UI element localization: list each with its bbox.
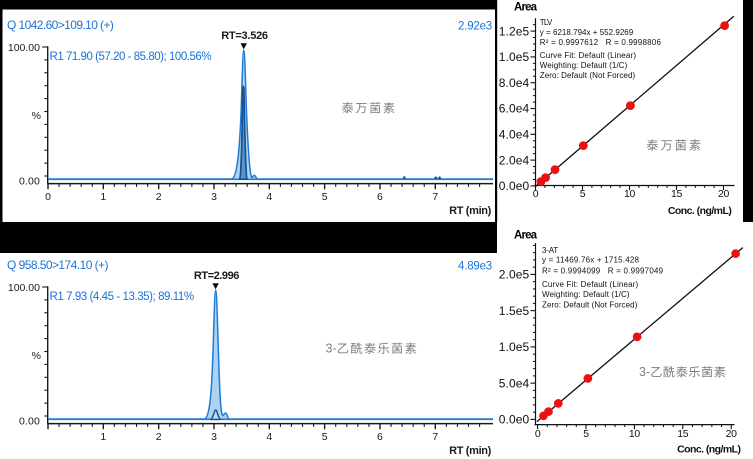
svg-text:y = 11469.76x + 1715.428: y = 11469.76x + 1715.428 <box>542 256 640 265</box>
svg-text:5: 5 <box>322 191 328 203</box>
svg-text:Area: Area <box>514 229 538 241</box>
svg-text:15: 15 <box>671 188 683 200</box>
svg-text:1.5e5: 1.5e5 <box>499 304 530 318</box>
svg-text:5: 5 <box>583 428 589 440</box>
svg-text:%: % <box>32 110 41 122</box>
svg-text:10: 10 <box>629 428 641 440</box>
svg-text:RT (min): RT (min) <box>449 445 492 457</box>
svg-text:TLV: TLV <box>540 18 553 27</box>
svg-text:5: 5 <box>322 431 328 443</box>
svg-text:6: 6 <box>377 191 383 203</box>
svg-text:20: 20 <box>726 428 738 440</box>
svg-text:15: 15 <box>677 428 689 440</box>
svg-text:R² = 0.9994099 R = 0.9997049: R² = 0.9994099 R = 0.9997049 <box>542 266 664 275</box>
svg-text:y = 6218.794x + 552.9269: y = 6218.794x + 552.9269 <box>540 28 634 37</box>
svg-text:3-AT: 3-AT <box>542 246 558 255</box>
svg-text:1.0e5: 1.0e5 <box>499 50 530 64</box>
svg-text:4: 4 <box>266 191 272 203</box>
svg-text:Weighting: Default (1/C): Weighting: Default (1/C) <box>542 290 630 299</box>
svg-text:10: 10 <box>624 188 636 200</box>
svg-text:Conc. (ng/mL): Conc. (ng/mL) <box>668 205 731 217</box>
svg-text:6: 6 <box>377 431 383 443</box>
svg-text:Zero: Default (Not Forced): Zero: Default (Not Forced) <box>540 71 636 80</box>
svg-text:2.0e4: 2.0e4 <box>499 153 530 167</box>
svg-text:2.92e3: 2.92e3 <box>458 21 492 33</box>
svg-text:7: 7 <box>432 191 438 203</box>
svg-text:5: 5 <box>580 188 586 200</box>
svg-text:2.0e5: 2.0e5 <box>499 268 530 282</box>
svg-text:5.0e4: 5.0e4 <box>499 376 530 390</box>
svg-text:4.0e4: 4.0e4 <box>499 128 530 142</box>
svg-text:3: 3 <box>211 431 217 443</box>
svg-text:3-: 3- <box>326 341 337 355</box>
svg-text:6.0e4: 6.0e4 <box>499 102 530 116</box>
svg-text:100.00: 100.00 <box>8 42 40 54</box>
svg-text:100.00: 100.00 <box>8 282 40 294</box>
svg-text:20: 20 <box>718 188 730 200</box>
svg-text:2: 2 <box>156 191 162 203</box>
svg-text:R1 71.90 (57.20 - 85.80); 100.: R1 71.90 (57.20 - 85.80); 100.56% <box>50 51 212 63</box>
svg-text:0.00: 0.00 <box>19 176 40 188</box>
svg-text:RT=2.996: RT=2.996 <box>194 270 239 282</box>
svg-text:Curve Fit: Default (Linear): Curve Fit: Default (Linear) <box>542 280 639 289</box>
svg-text:3: 3 <box>211 191 217 203</box>
svg-text:RT (min): RT (min) <box>449 205 492 217</box>
svg-text:1.2e5: 1.2e5 <box>499 24 530 38</box>
svg-text:8.0e4: 8.0e4 <box>499 76 530 90</box>
svg-text:0: 0 <box>535 428 541 440</box>
svg-text:Q 958.50>174.10 (+): Q 958.50>174.10 (+) <box>7 258 109 272</box>
svg-text:1.0e5: 1.0e5 <box>499 340 530 354</box>
svg-text:Conc. (ng/mL): Conc. (ng/mL) <box>677 444 740 456</box>
svg-text:4: 4 <box>266 431 272 443</box>
svg-text:R² = 0.9997612 R = 0.9998806: R² = 0.9997612 R = 0.9998806 <box>540 38 662 47</box>
svg-text:Area: Area <box>514 1 538 13</box>
svg-text:1: 1 <box>100 191 106 203</box>
svg-text:%: % <box>32 350 41 362</box>
svg-text:1: 1 <box>100 431 106 443</box>
svg-text:2: 2 <box>156 431 162 443</box>
svg-text:0.0e0: 0.0e0 <box>499 179 530 193</box>
svg-text:RT=3.526: RT=3.526 <box>221 30 268 42</box>
svg-text:Zero: Default (Not Forced): Zero: Default (Not Forced) <box>542 301 638 310</box>
svg-text:Weighting: Default (1/C): Weighting: Default (1/C) <box>540 61 628 70</box>
svg-text:Curve Fit: Default (Linear): Curve Fit: Default (Linear) <box>540 51 637 60</box>
svg-text:7: 7 <box>432 431 438 443</box>
svg-text:3-: 3- <box>639 365 650 379</box>
svg-text:0: 0 <box>45 191 51 203</box>
svg-text:4.89e3: 4.89e3 <box>458 261 492 273</box>
svg-text:R1 7.93 (4.45 - 13.35); 89.11%: R1 7.93 (4.45 - 13.35); 89.11% <box>50 291 194 303</box>
svg-text:0.00: 0.00 <box>19 416 40 428</box>
svg-text:0: 0 <box>533 188 539 200</box>
svg-text:0.0e0: 0.0e0 <box>499 413 530 427</box>
svg-text:Q 1042.60>109.10 (+): Q 1042.60>109.10 (+) <box>7 18 114 32</box>
